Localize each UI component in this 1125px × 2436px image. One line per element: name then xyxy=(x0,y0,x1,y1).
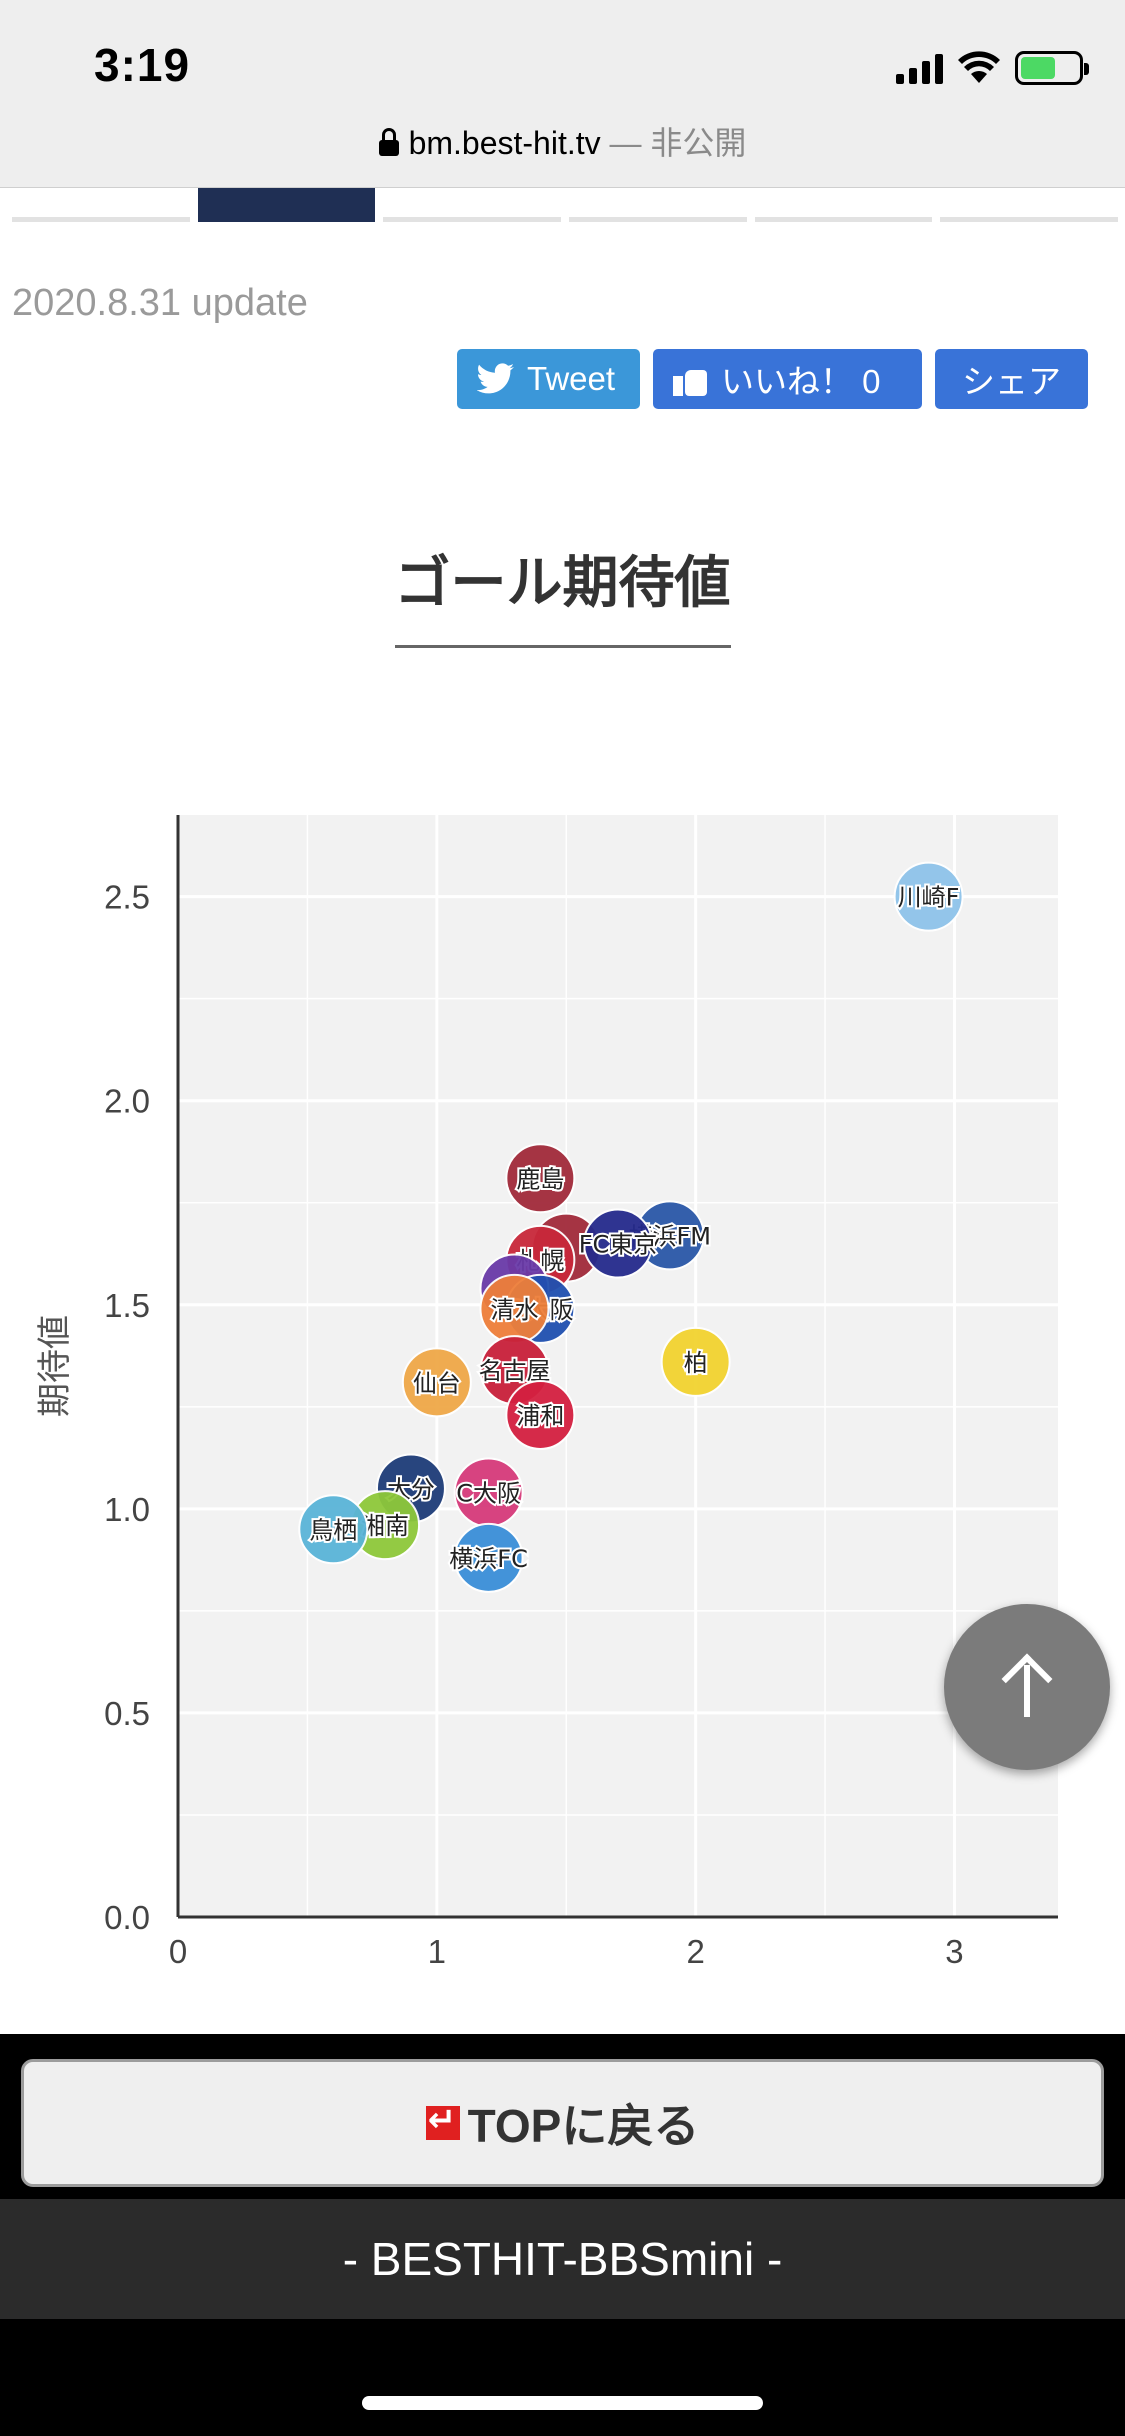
x-tick-label: 1 xyxy=(428,1933,446,1970)
team-point-label: 柏 xyxy=(684,1349,708,1377)
like-button[interactable]: いいね！ 0 xyxy=(653,349,922,409)
goal-expectation-chart: 0.0 0.5 1.0 1.5 2.0 2.5 0 1 2 3 期待値 川崎F 鹿島 横浜FM FC東京 札幌… xyxy=(0,780,1125,2010)
team-point-label: 仙台 xyxy=(413,1369,461,1397)
x-tick-label: 0 xyxy=(169,1933,187,1970)
twitter-bird-icon xyxy=(477,363,514,394)
cellular-signal-icon xyxy=(896,52,943,84)
social-buttons: Tweet いいね！ 0 シェア xyxy=(457,349,1088,409)
team-point-label: 浦和 xyxy=(516,1402,564,1430)
y-tick-label: 0.0 xyxy=(104,1899,150,1936)
footer-label: - BESTHIT-BBSmini - xyxy=(342,2233,783,2285)
scroll-to-top-button[interactable] xyxy=(944,1604,1110,1770)
battery-icon xyxy=(1015,51,1089,85)
y-tick-label: 1.0 xyxy=(104,1491,150,1528)
team-point xyxy=(893,861,964,932)
team-point-label: C大阪 xyxy=(456,1480,521,1508)
team-point xyxy=(401,1347,472,1418)
share-label: シェア xyxy=(962,363,1061,400)
nav-tab-active[interactable] xyxy=(197,188,376,222)
section-title: ゴール期待値 xyxy=(0,538,1125,648)
team-point xyxy=(505,1143,576,1214)
team-point-label: 湘南 xyxy=(361,1512,409,1540)
home-indicator[interactable] xyxy=(362,2396,763,2410)
team-point-label: 鳥栖 xyxy=(309,1516,357,1544)
nav-tab[interactable] xyxy=(569,188,747,222)
wifi-icon xyxy=(958,51,1000,83)
nav-tab[interactable] xyxy=(754,188,933,222)
url-bar[interactable]: bm.best-hit.tv — 非公開 xyxy=(0,118,1125,164)
team-point-label: 川崎F xyxy=(898,884,960,912)
status-icons xyxy=(896,48,1089,88)
nav-tab[interactable] xyxy=(383,188,562,222)
back-to-top-label: TOPに戻る xyxy=(467,2100,700,2152)
like-label: いいね！ 0 xyxy=(721,363,881,400)
tweet-button[interactable]: Tweet xyxy=(457,349,640,409)
share-button[interactable]: シェア xyxy=(935,349,1088,409)
return-arrow-icon xyxy=(425,2100,460,2140)
url-private-label: — 非公開 xyxy=(609,125,747,161)
section-title-text: ゴール期待値 xyxy=(394,538,731,648)
y-tick-label: 2.5 xyxy=(104,879,150,916)
x-tick-label: 2 xyxy=(686,1933,704,1970)
team-point xyxy=(505,1379,576,1450)
plot-background xyxy=(178,815,1058,1917)
nav-tab[interactable] xyxy=(940,188,1119,222)
y-tick-label: 0.5 xyxy=(104,1695,150,1732)
back-to-top-button[interactable]: TOPに戻る xyxy=(21,2059,1104,2187)
y-axis-label: 期待値 xyxy=(35,1315,75,1417)
team-point-label: 鹿島 xyxy=(516,1165,564,1193)
site-footer: - BESTHIT-BBSmini - xyxy=(0,2199,1125,2319)
update-date: 2020.8.31 update xyxy=(12,282,308,324)
team-point xyxy=(583,1208,653,1279)
team-point xyxy=(453,1522,524,1593)
thumbs-up-icon xyxy=(673,362,707,396)
nav-tab-strip xyxy=(12,188,1119,222)
scatter-plot: 0.00.51.01.52.02.50 1 2 3期待値川崎F鹿島横浜FMFC東京札幌… xyxy=(35,815,1058,1970)
browser-top-bar: 3:19 bm.best-hit.tv — 非公開 xyxy=(0,0,1125,188)
team-point xyxy=(660,1326,731,1397)
status-time: 3:19 xyxy=(94,39,191,91)
tweet-label: Tweet xyxy=(527,360,616,397)
team-point-label: 横浜FC xyxy=(449,1545,528,1573)
arrow-up-icon xyxy=(1001,1653,1053,1717)
team-point xyxy=(298,1494,369,1565)
y-tick-label: 1.5 xyxy=(104,1287,150,1324)
lock-icon xyxy=(378,128,399,156)
team-point-label: FC東京 xyxy=(579,1231,658,1259)
x-tick-label: 3 xyxy=(945,1933,963,1970)
nav-tab[interactable] xyxy=(12,188,190,222)
url-domain: bm.best-hit.tv xyxy=(408,125,601,161)
team-point-label: 清水 xyxy=(490,1296,538,1324)
y-tick-label: 2.0 xyxy=(104,1083,150,1120)
